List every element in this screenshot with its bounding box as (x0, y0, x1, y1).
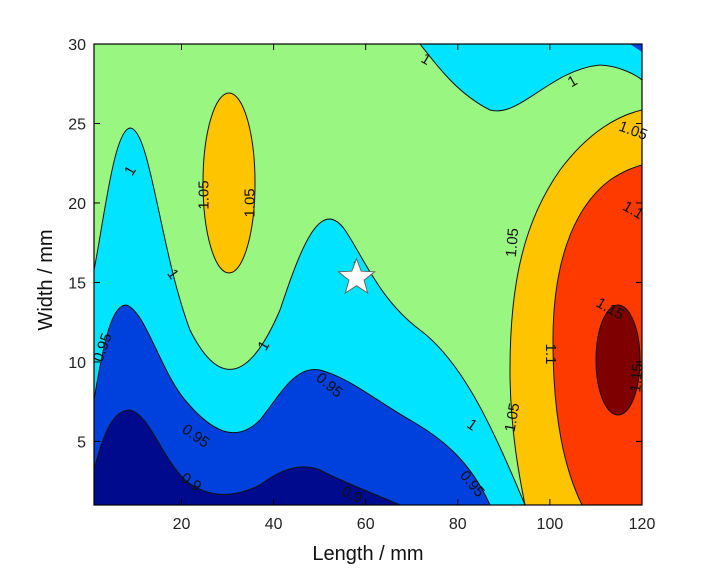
contour-band-0.9-0.95 (94, 305, 490, 505)
contour-line-1-top (419, 44, 642, 112)
x-tick-label-4: 100 (537, 516, 564, 533)
contour-band-corner (630, 44, 642, 52)
contour-band-0.95-1 (94, 128, 525, 505)
y-tick-label-0: 5 (77, 434, 86, 451)
y-tick-label-1: 10 (68, 355, 86, 372)
contour-line-1.05-island (202, 92, 256, 274)
contour-band-0.95-1-top (420, 44, 642, 111)
contour-fill-group (94, 44, 642, 505)
contour-band-below-0.9-patch (120, 493, 152, 505)
x-axis-label: Length / mm (312, 543, 423, 565)
contour-band-above-1.15 (596, 305, 640, 415)
y-tick-label-5: 30 (68, 37, 86, 54)
contour-label-15: 1.05 (503, 227, 522, 258)
contour-band-1.1-1.15 (553, 165, 642, 505)
x-tick-label-2: 60 (357, 516, 375, 533)
x-tick-label-3: 80 (449, 516, 467, 533)
x-axis-ticks: 20 40 60 80 100 120 (173, 44, 656, 533)
markers (337, 257, 376, 295)
contour-band-below-0.9 (94, 410, 400, 505)
contour-label-16: 1.05 (502, 402, 524, 434)
contour-label-18: 1.1 (542, 344, 559, 365)
contour-band-1.05-1.1-island (203, 93, 255, 273)
y-tick-label-2: 15 (68, 275, 86, 292)
y-tick-label-3: 20 (68, 196, 86, 213)
x-tick-label-5: 120 (629, 516, 656, 533)
contour-label-21: 1.15 (627, 362, 646, 393)
contour-label-14: 1.05 (242, 188, 259, 217)
contour-line-0.95 (94, 304, 491, 505)
x-tick-label-0: 20 (173, 516, 191, 533)
contour-line-1.15 (595, 304, 641, 416)
contour-label-13: 1.05 (195, 180, 212, 209)
y-axis-label: Width / mm (35, 229, 57, 330)
contour-line-0.9 (94, 409, 401, 505)
contour-line-1.1 (552, 164, 642, 505)
contour-line-1 (94, 127, 526, 505)
star-marker-0 (337, 257, 376, 295)
x-tick-label-1: 40 (265, 516, 283, 533)
contour-line-1.05 (509, 109, 642, 505)
plot-frame (93, 43, 643, 506)
y-axis-ticks: 5 10 15 20 25 30 (68, 37, 642, 451)
y-tick-label-4: 25 (68, 116, 86, 133)
contour-lines (94, 44, 642, 505)
